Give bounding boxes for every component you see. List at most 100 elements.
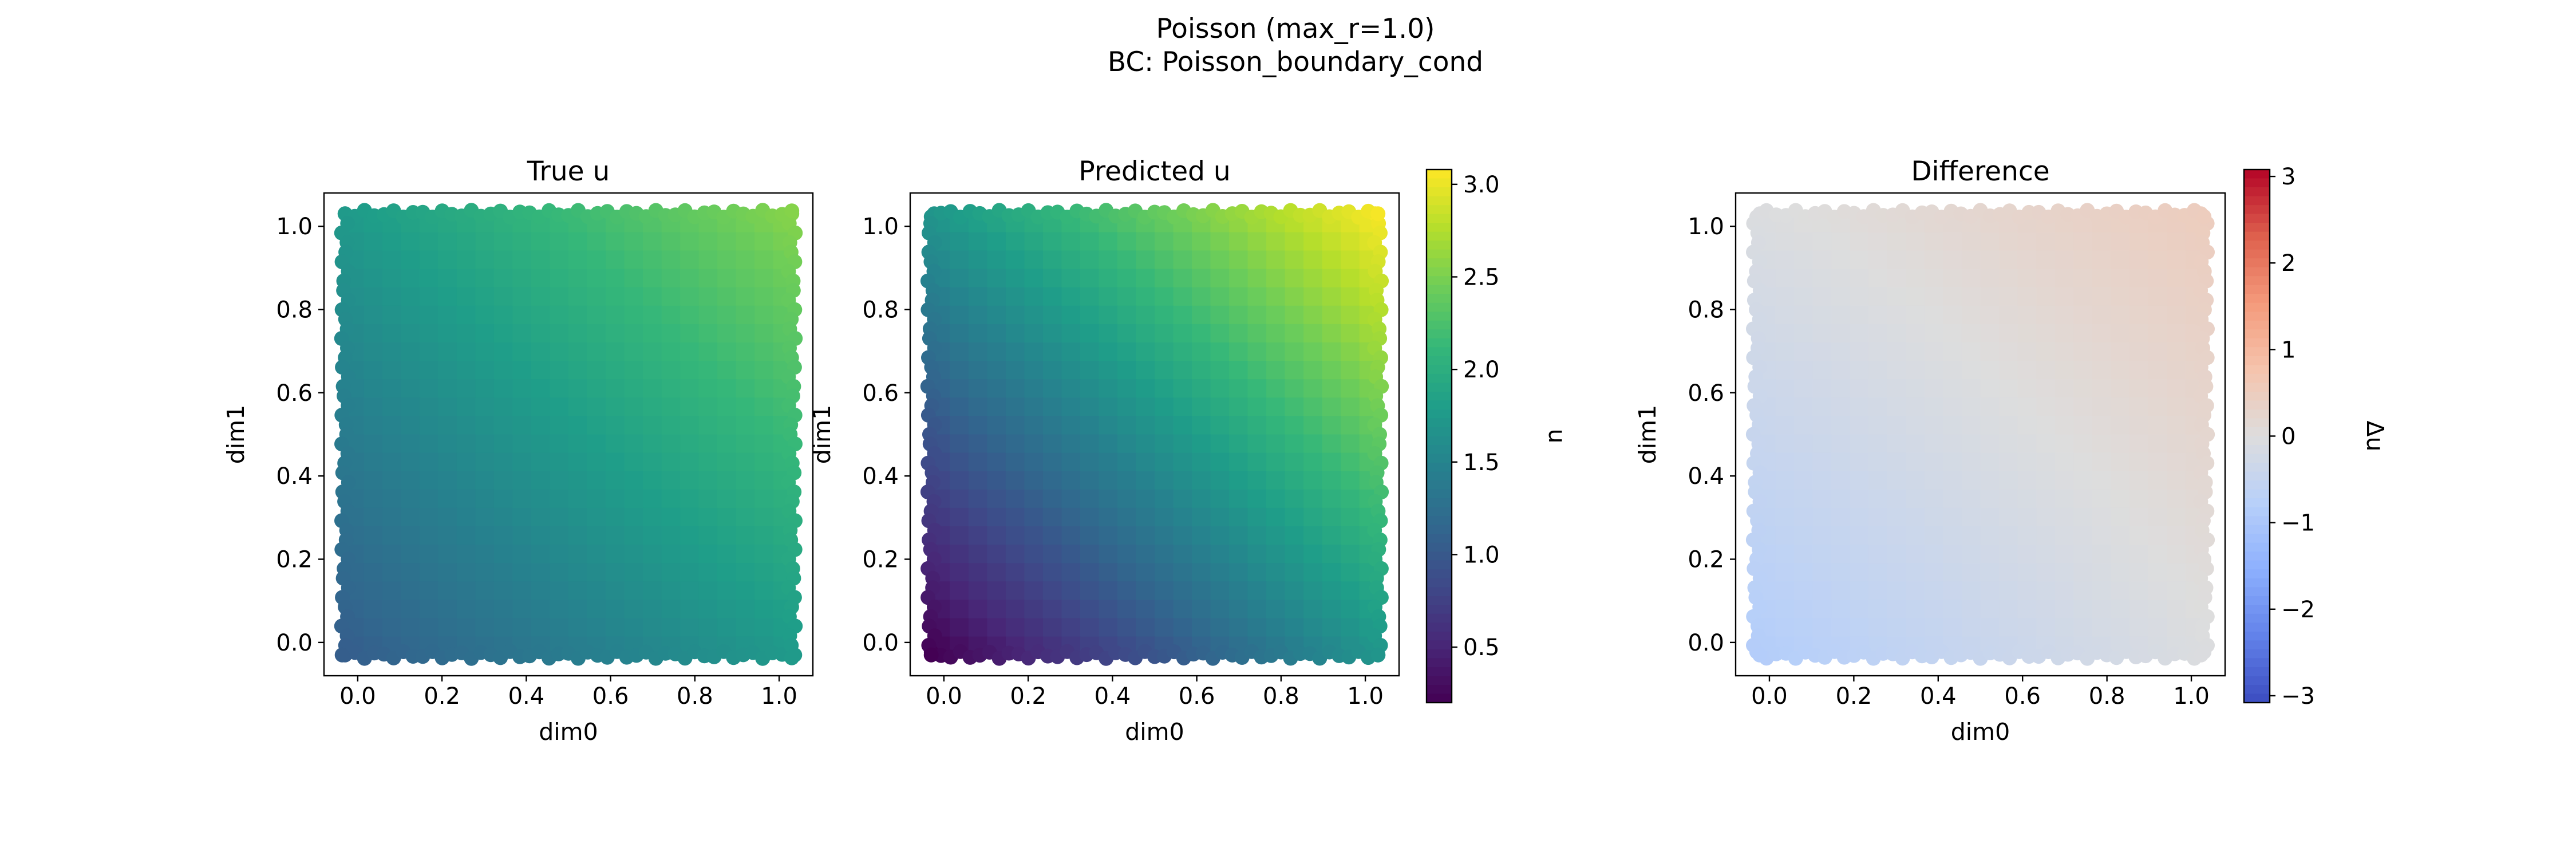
scatter-point — [1812, 618, 1832, 637]
scatter-point — [382, 232, 402, 251]
scatter-point — [587, 545, 607, 564]
scatter-point — [1266, 507, 1286, 527]
scatter-point — [1210, 563, 1230, 582]
scatter-point — [401, 526, 421, 546]
scatter-point — [456, 452, 476, 472]
scatter-point — [364, 526, 383, 546]
colorbar-swatch — [2244, 418, 2270, 428]
scatter-point — [950, 618, 969, 637]
scatter-point — [419, 563, 439, 582]
scatter-point — [2036, 600, 2056, 619]
scatter-point — [2036, 434, 2056, 454]
scatter-point — [680, 434, 700, 454]
scatter-point — [1999, 507, 2018, 527]
scatter-point — [1285, 397, 1305, 417]
scatter-point — [624, 600, 644, 619]
scatter-point — [2111, 489, 2131, 509]
scatter-point — [624, 489, 644, 509]
scatter-point — [550, 563, 570, 582]
scatter-point — [1192, 563, 1211, 582]
scatter-point — [419, 489, 439, 509]
scatter-point — [401, 489, 421, 509]
scatter-point — [382, 397, 402, 417]
scatter-point — [401, 545, 421, 564]
colorbar-swatch — [1427, 605, 1452, 614]
scatter-point — [736, 618, 756, 637]
scatter-point — [1247, 489, 1267, 509]
scatter-point — [1061, 232, 1081, 251]
scatter-point — [1024, 434, 1044, 454]
scatter-point — [736, 361, 756, 380]
scatter-point — [661, 434, 681, 454]
scatter-point — [968, 452, 988, 472]
scatter-point — [2017, 232, 2037, 251]
scatter-point — [2111, 287, 2131, 306]
scatter-point — [1943, 471, 1963, 490]
scatter-point — [1229, 342, 1249, 362]
scatter-point — [1192, 232, 1211, 251]
scatter-point — [419, 416, 439, 435]
scatter-point — [624, 618, 644, 637]
scatter-point — [1266, 471, 1286, 490]
scatter-point — [1868, 563, 1888, 582]
scatter-point — [2055, 361, 2075, 380]
scatter-point — [2017, 397, 2037, 417]
scatter-point — [493, 397, 513, 417]
scatter-point — [1924, 397, 1944, 417]
scatter-point — [438, 269, 458, 288]
scatter-point — [568, 563, 588, 582]
scatter-point — [364, 269, 383, 288]
scatter-point — [754, 489, 774, 509]
scatter-point — [1812, 581, 1832, 601]
scatter-point — [456, 287, 476, 306]
scatter-point — [643, 324, 662, 344]
scatter-point — [1980, 361, 2000, 380]
scatter-point — [1961, 269, 1981, 288]
scatter-point — [1303, 563, 1323, 582]
scatter-point — [987, 563, 1007, 582]
scatter-point — [950, 489, 969, 509]
scatter-point — [1943, 305, 1963, 325]
scatter-point — [550, 232, 570, 251]
scatter-point — [1794, 269, 1814, 288]
scatter-point — [382, 452, 402, 472]
y-tick-label: 0.4 — [1688, 463, 1724, 490]
scatter-point — [1173, 287, 1193, 306]
scatter-point — [1812, 434, 1832, 454]
scatter-point — [1117, 324, 1137, 344]
scatter-point — [1173, 324, 1193, 344]
scatter-point — [1099, 287, 1119, 306]
colorbar-tick-label: −2 — [2281, 597, 2315, 623]
scatter-point — [1794, 397, 1814, 417]
scatter-point — [1999, 581, 2018, 601]
scatter-point — [606, 600, 625, 619]
scatter-point — [1850, 379, 1870, 399]
scatter-point — [419, 361, 439, 380]
scatter-point — [2148, 416, 2168, 435]
scatter-point — [1831, 526, 1851, 546]
scatter-point — [1117, 507, 1137, 527]
colorbar-swatch — [2244, 267, 2270, 277]
scatter-point — [1099, 305, 1119, 325]
scatter-point — [1192, 471, 1211, 490]
scatter-point — [1906, 545, 1926, 564]
scatter-point — [1155, 232, 1174, 251]
scatter-point — [606, 526, 625, 546]
scatter-point — [1229, 507, 1249, 527]
scatter-point — [1080, 563, 1100, 582]
scatter-point — [2036, 361, 2056, 380]
scatter-point — [717, 489, 737, 509]
scatter-point — [493, 600, 513, 619]
scatter-point — [493, 526, 513, 546]
scatter-point — [1229, 471, 1249, 490]
scatter-point — [698, 581, 718, 601]
scatter-point — [1303, 434, 1323, 454]
scatter-point — [736, 324, 756, 344]
scatter-point — [401, 507, 421, 527]
scatter-point — [624, 545, 644, 564]
scatter-point — [1961, 416, 1981, 435]
scatter-point — [2055, 397, 2075, 417]
scatter-point — [438, 305, 458, 325]
scatter-point — [680, 416, 700, 435]
scatter-point — [1210, 342, 1230, 362]
